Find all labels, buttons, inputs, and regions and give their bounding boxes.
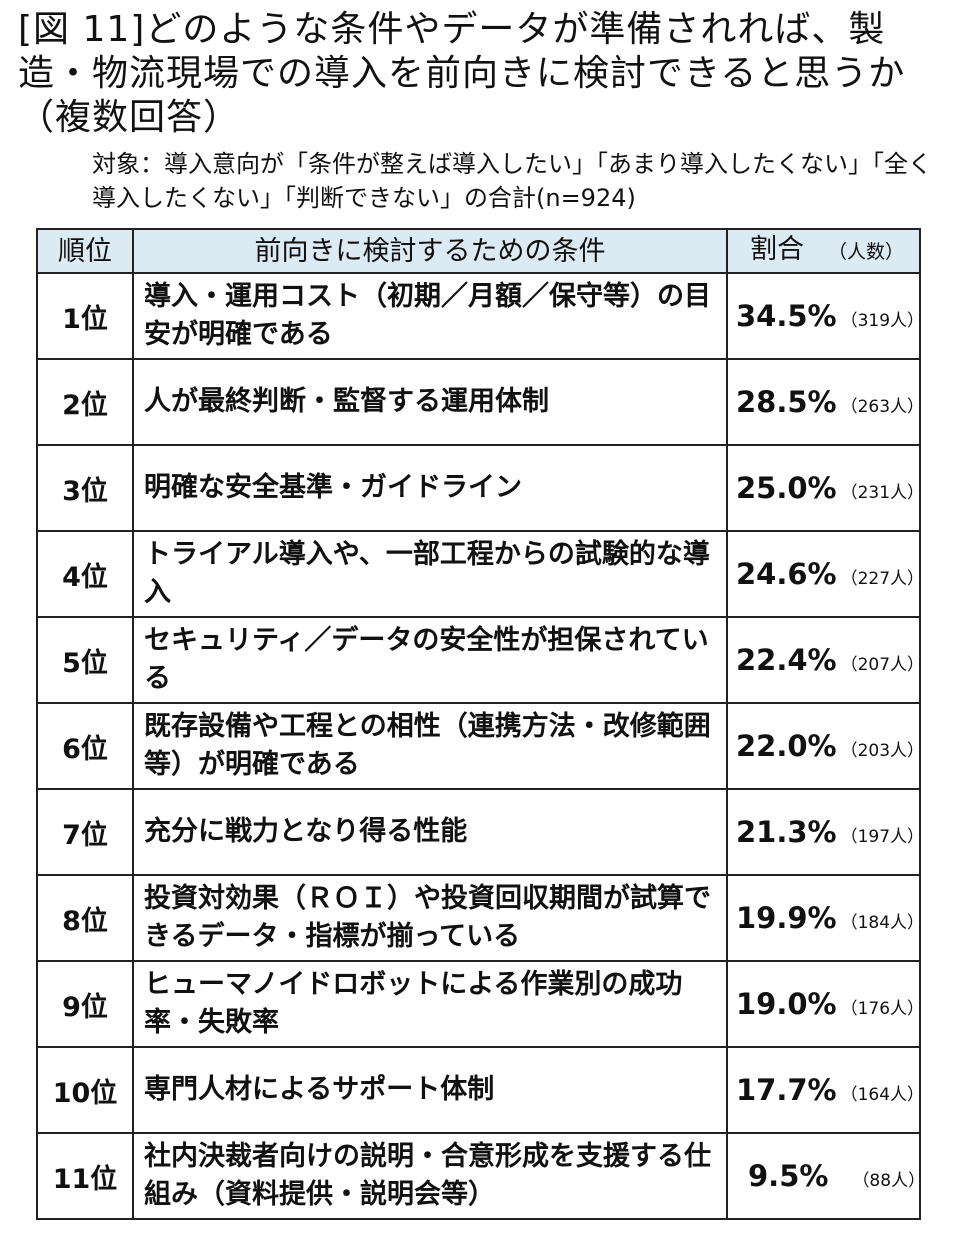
percent-value: 28.5% [736, 385, 837, 419]
percent-value: 22.4% [736, 643, 837, 677]
rank-cell: 11位 [36, 1132, 134, 1220]
respondent-count: （207人） [840, 655, 925, 675]
table-row: 9位 ヒューマノイドロボットによる作業別の成功率・失敗率 19.0% （176人） [36, 960, 924, 1048]
percent-cell: 22.4% （207人） [726, 616, 924, 704]
condition-cell: 明確な安全基準・ガイドライン [132, 444, 728, 532]
respondent-count: （227人） [840, 569, 925, 589]
condition-cell: 専門人材によるサポート体制 [132, 1046, 728, 1134]
percent-cell: 28.5% （263人） [726, 358, 924, 446]
table-row: 8位 投資対効果（ＲＯＩ）や投資回収期間が試算できるデータ・指標が揃っている 1… [36, 874, 924, 962]
percent-value: 21.3% [736, 815, 837, 849]
header-percent-cell: 割合 （人数） [726, 228, 921, 274]
respondent-count: （231人） [840, 483, 925, 503]
ranking-table: 順位 前向きに検討するための条件 割合 （人数） 1位 導入・運用コスト（初期／月… [36, 228, 925, 1220]
header-percent: 割合 [750, 234, 804, 265]
condition-cell: トライアル導入や、一部工程からの試験的な導入 [132, 530, 728, 618]
condition-cell: 既存設備や工程との相性（連携方法・改修範囲等）が明確である [132, 702, 728, 790]
table-row: 6位 既存設備や工程との相性（連携方法・改修範囲等）が明確である 22.0% （2… [36, 702, 924, 790]
percent-cell: 34.5% （319人） [726, 272, 924, 360]
respondent-count: （88人） [852, 1171, 926, 1191]
table-row: 7位 充分に戦力となり得る性能 21.3% （197人） [36, 788, 924, 876]
header-condition: 前向きに検討するための条件 [132, 228, 728, 274]
percent-cell: 17.7% （164人） [726, 1046, 924, 1134]
condition-cell: 人が最終判断・監督する運用体制 [132, 358, 728, 446]
table-header-row: 順位 前向きに検討するための条件 割合 （人数） [36, 228, 921, 274]
header-rank: 順位 [36, 228, 134, 274]
rank-cell: 4位 [36, 530, 134, 618]
condition-cell: ヒューマノイドロボットによる作業別の成功率・失敗率 [132, 960, 728, 1048]
percent-value: 19.0% [736, 987, 837, 1021]
figure-title: [図 11]どのような条件やデータが準備されれば、製造・物流現場での導入を前向き… [18, 9, 906, 138]
respondent-count: （184人） [840, 913, 925, 933]
rank-cell: 8位 [36, 874, 134, 962]
rank-cell: 5位 [36, 616, 134, 704]
respondent-count: （263人） [840, 397, 925, 417]
percent-cell: 25.0% （231人） [726, 444, 924, 532]
condition-cell: 投資対効果（ＲＯＩ）や投資回収期間が試算できるデータ・指標が揃っている [132, 874, 728, 962]
condition-cell: 導入・運用コスト（初期／月額／保守等）の目安が明確である [132, 272, 728, 360]
percent-cell: 24.6% （227人） [726, 530, 924, 618]
header-unit: （人数） [828, 241, 905, 263]
percent-value: 22.0% [736, 729, 837, 763]
respondent-count: （203人） [840, 741, 925, 761]
survey-target-note: 対象：導入意向が「条件が整えば導入したい」「あまり導入したくない」「全く導入した… [92, 150, 932, 212]
table-row: 3位 明確な安全基準・ガイドライン 25.0% （231人） [36, 444, 924, 532]
table-row: 11位 社内決裁者向けの説明・合意形成を支援する仕組み（資料提供・説明会等） 9… [36, 1132, 925, 1220]
table-row: 5位 セキュリティ／データの安全性が担保されている 22.4% （207人） [36, 616, 924, 704]
percent-value: 34.5% [736, 299, 837, 333]
rank-cell: 3位 [36, 444, 134, 532]
percent-value: 24.6% [736, 557, 837, 591]
percent-value: 17.7% [736, 1073, 837, 1107]
rank-cell: 9位 [36, 960, 134, 1048]
rank-cell: 7位 [36, 788, 134, 876]
percent-cell: 21.3% （197人） [726, 788, 924, 876]
percent-value: 19.9% [736, 901, 837, 935]
condition-cell: セキュリティ／データの安全性が担保されている [132, 616, 728, 704]
rank-cell: 2位 [36, 358, 134, 446]
percent-value: 25.0% [736, 471, 837, 505]
percent-value: 9.5% [748, 1159, 829, 1193]
table-row: 10位 専門人材によるサポート体制 17.7% （164人） [36, 1046, 924, 1134]
respondent-count: （319人） [840, 311, 925, 331]
condition-cell: 社内決裁者向けの説明・合意形成を支援する仕組み（資料提供・説明会等） [132, 1132, 728, 1220]
percent-cell: 19.0% （176人） [726, 960, 924, 1048]
respondent-count: （176人） [840, 999, 925, 1019]
rank-cell: 1位 [36, 272, 134, 360]
condition-cell: 充分に戦力となり得る性能 [132, 788, 728, 876]
percent-cell: 22.0% （203人） [726, 702, 924, 790]
respondent-count: （197人） [840, 827, 925, 847]
table-row: 2位 人が最終判断・監督する運用体制 28.5% （263人） [36, 358, 924, 446]
respondent-count: （164人） [840, 1085, 925, 1105]
percent-cell: 9.5% （88人） [726, 1132, 925, 1220]
percent-cell: 19.9% （184人） [726, 874, 924, 962]
rank-cell: 10位 [36, 1046, 134, 1134]
table-row: 1位 導入・運用コスト（初期／月額／保守等）の目安が明確である 34.5% （31… [36, 272, 924, 360]
rank-cell: 6位 [36, 702, 134, 790]
table-row: 4位 トライアル導入や、一部工程からの試験的な導入 24.6% （227人） [36, 530, 924, 618]
